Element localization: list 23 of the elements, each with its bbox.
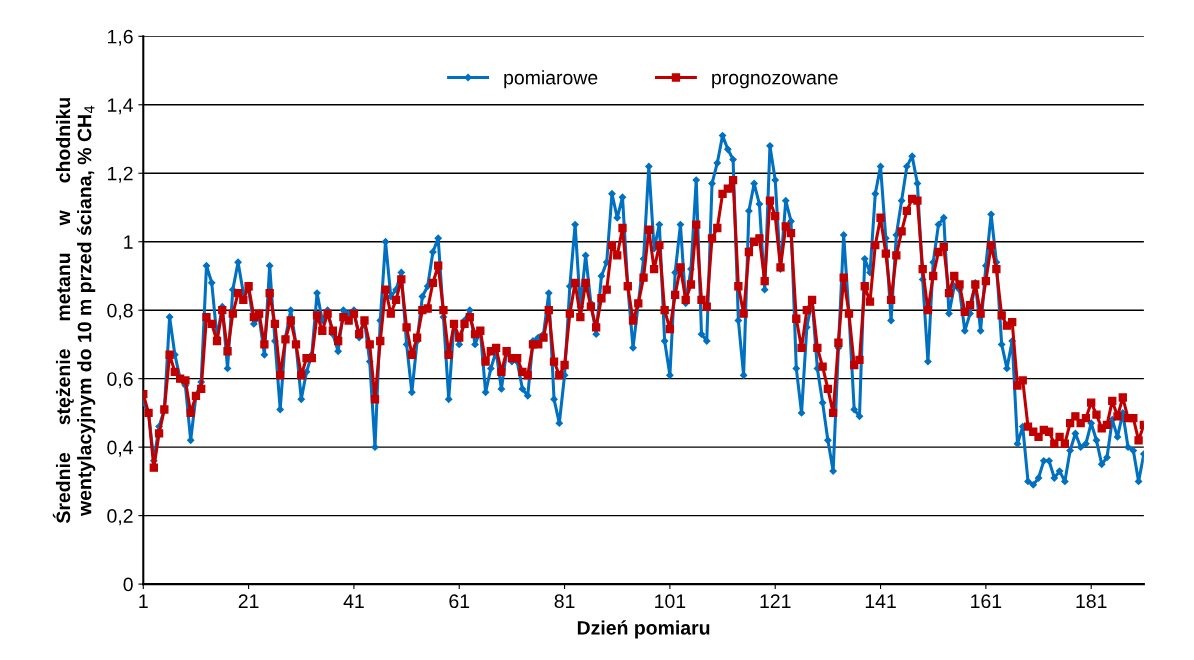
x-tick-label: 141 <box>865 594 896 608</box>
legend-label: pomiarowe <box>504 70 598 89</box>
x-tick-label: 101 <box>655 594 686 609</box>
y-tick-label: 0 <box>123 577 133 592</box>
x-tick-label: 41 <box>343 594 364 608</box>
y-tick-label: 1,2 <box>108 166 133 183</box>
x-tick-label: 61 <box>449 594 470 609</box>
y-tick-label: 1 <box>124 235 133 249</box>
y-tick-label: 1,6 <box>108 29 133 46</box>
x-tick-label: 161 <box>971 594 1002 609</box>
y-tick-label: 1,4 <box>108 98 133 115</box>
x-tick-label: 181 <box>1076 594 1107 609</box>
x-tick-label: 1 <box>139 594 148 608</box>
y-axis-title: Średnie stężenie metanu w chodniku wentylacyjnym do 10 m przed ściana, % CH$_{4}$ <box>52 98 96 524</box>
y-tick-label: 0,4 <box>107 440 133 457</box>
y-tick-label: 0,2 <box>107 509 133 526</box>
x-tick-label: 21 <box>238 594 259 608</box>
x-tick-label: 121 <box>760 594 791 608</box>
x-axis-title: Dzień pomiaru <box>577 620 710 639</box>
y-tick-label: 0,6 <box>107 372 133 389</box>
x-tick-label: 81 <box>554 594 575 609</box>
legend-label: prognozowane <box>712 73 838 89</box>
y-tick-label: 0,8 <box>107 303 133 320</box>
